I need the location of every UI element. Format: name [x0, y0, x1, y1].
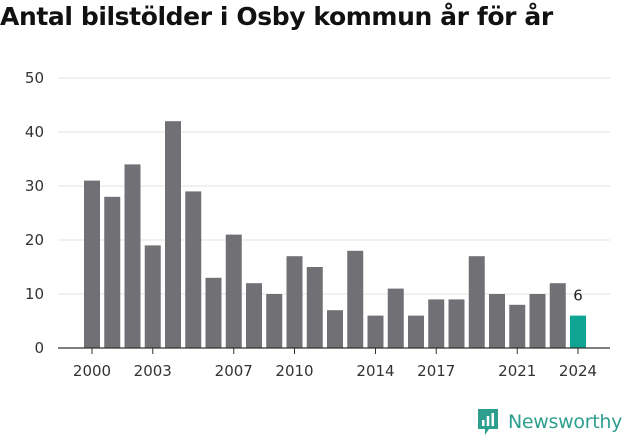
bar-2005 — [185, 191, 202, 348]
bar-2022 — [529, 294, 546, 348]
x-tick-label-2010: 2010 — [275, 362, 313, 380]
bar-2017 — [428, 299, 445, 348]
x-tick-label-2007: 2007 — [215, 362, 253, 380]
bar-2019 — [468, 256, 485, 348]
x-tick-label-2000: 2000 — [73, 362, 111, 380]
bar-2024 — [570, 315, 586, 348]
bar-2012 — [327, 310, 343, 348]
bar-2009 — [266, 294, 283, 348]
y-tick-label: 20 — [25, 231, 44, 249]
bar-2004 — [165, 121, 181, 348]
x-tick-label-2021: 2021 — [498, 362, 536, 380]
bar-2008 — [246, 283, 262, 348]
bar-2002 — [124, 164, 141, 348]
bar-2023 — [549, 283, 566, 348]
x-tick-label-2014: 2014 — [356, 362, 394, 380]
bar-2020 — [489, 294, 505, 348]
x-tick-label-2024: 2024 — [559, 362, 597, 380]
bar-2000 — [84, 180, 100, 348]
y-tick-label: 10 — [25, 285, 44, 303]
x-axis — [58, 347, 610, 354]
x-tick-label-2003: 2003 — [134, 362, 172, 380]
bar-2011 — [306, 267, 323, 348]
bar-chart: 0 10 20 30 40 50 6 2000 2003 2007 2010 2014 2017 2021… — [25, 69, 610, 380]
brand-name: Newsworthy — [508, 411, 623, 433]
bar-2016 — [408, 315, 424, 348]
bar-2021 — [509, 304, 526, 348]
data-label-2024: 6 — [573, 287, 583, 305]
y-tick-label: 40 — [25, 123, 44, 141]
chart-title: Antal bilstölder i Osby kommun år för år — [0, 2, 553, 31]
gridlines — [58, 77, 610, 295]
labels: 0 10 20 30 40 50 6 2000 2003 2007 2010 2014 2017 2021… — [25, 69, 597, 380]
bar-2001 — [104, 196, 121, 348]
bar-2014 — [367, 315, 384, 348]
brand-logo: Newsworthy — [476, 406, 622, 438]
bar-2013 — [347, 250, 364, 348]
bar-2007 — [225, 234, 242, 348]
x-tick-label-2017: 2017 — [417, 362, 455, 380]
bar-2015 — [387, 288, 404, 348]
bar-2003 — [144, 245, 161, 348]
bar-2010 — [286, 256, 303, 348]
bar-2018 — [448, 299, 465, 348]
y-tick-label: 50 — [25, 69, 44, 87]
y-tick-label: 0 — [34, 339, 44, 357]
newsworthy-logo-icon — [478, 409, 498, 435]
bars — [84, 121, 586, 348]
y-tick-label: 30 — [25, 177, 44, 195]
bar-2006 — [205, 277, 222, 348]
